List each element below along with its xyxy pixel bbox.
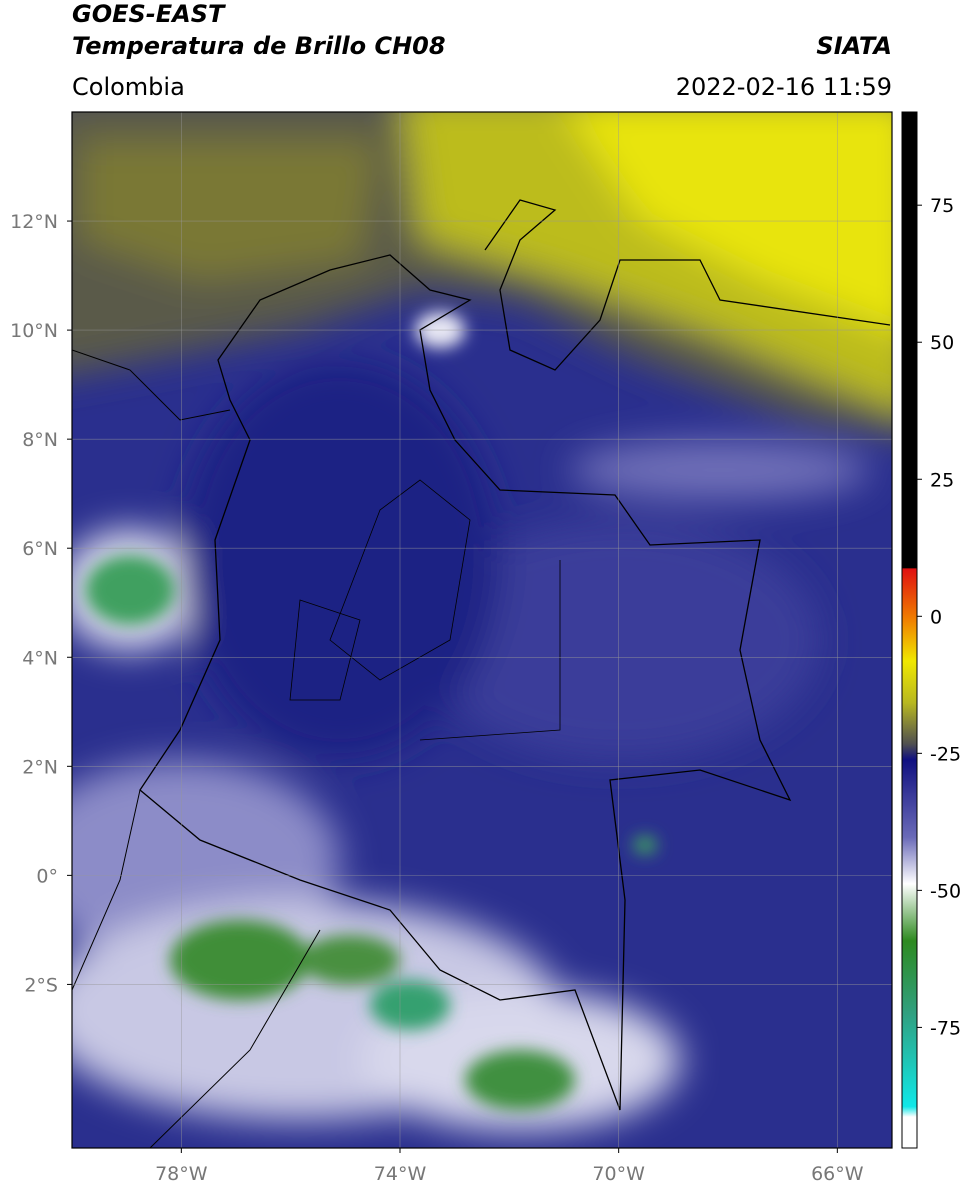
colorbar-tick-label: 50 bbox=[930, 332, 954, 354]
lon-tick-label: 78°W bbox=[155, 1163, 208, 1185]
lat-tick-label: 8°N bbox=[22, 429, 58, 451]
colorbar-tick-label: -50 bbox=[930, 880, 961, 902]
lon-tick-label: 74°W bbox=[374, 1163, 427, 1185]
colorbar-tick-label: -75 bbox=[930, 1017, 961, 1039]
lat-tick-label: 4°N bbox=[22, 647, 58, 669]
title-line2: Temperatura de Brillo CH08 bbox=[72, 32, 446, 60]
map-frame bbox=[71, 111, 893, 1149]
lon-tick-label: 66°W bbox=[811, 1163, 864, 1185]
source: SIATA bbox=[816, 32, 892, 60]
lat-tick-label: 10°N bbox=[10, 320, 58, 342]
lat-tick-label: 6°N bbox=[22, 538, 58, 560]
colorbar-tick-label: 25 bbox=[930, 469, 954, 491]
lat-tick-label: 0° bbox=[36, 865, 58, 887]
satellite-image bbox=[72, 112, 892, 1148]
title-line1: GOES-EAST bbox=[72, 0, 226, 28]
lon-tick-label: 70°W bbox=[592, 1163, 645, 1185]
colorbar bbox=[901, 111, 918, 1149]
region: Colombia bbox=[72, 73, 185, 101]
lat-tick-label: 12°N bbox=[10, 211, 58, 233]
timestamp: 2022-02-16 11:59 bbox=[676, 73, 892, 101]
colorbar-tick-label: 0 bbox=[930, 606, 942, 628]
colorbar-tick-label: 75 bbox=[930, 195, 954, 217]
lat-tick-label: 2°S bbox=[24, 974, 58, 996]
colorbar-tick-label: -25 bbox=[930, 743, 961, 765]
graticule bbox=[72, 112, 892, 1148]
lat-tick-label: 2°N bbox=[22, 756, 58, 778]
